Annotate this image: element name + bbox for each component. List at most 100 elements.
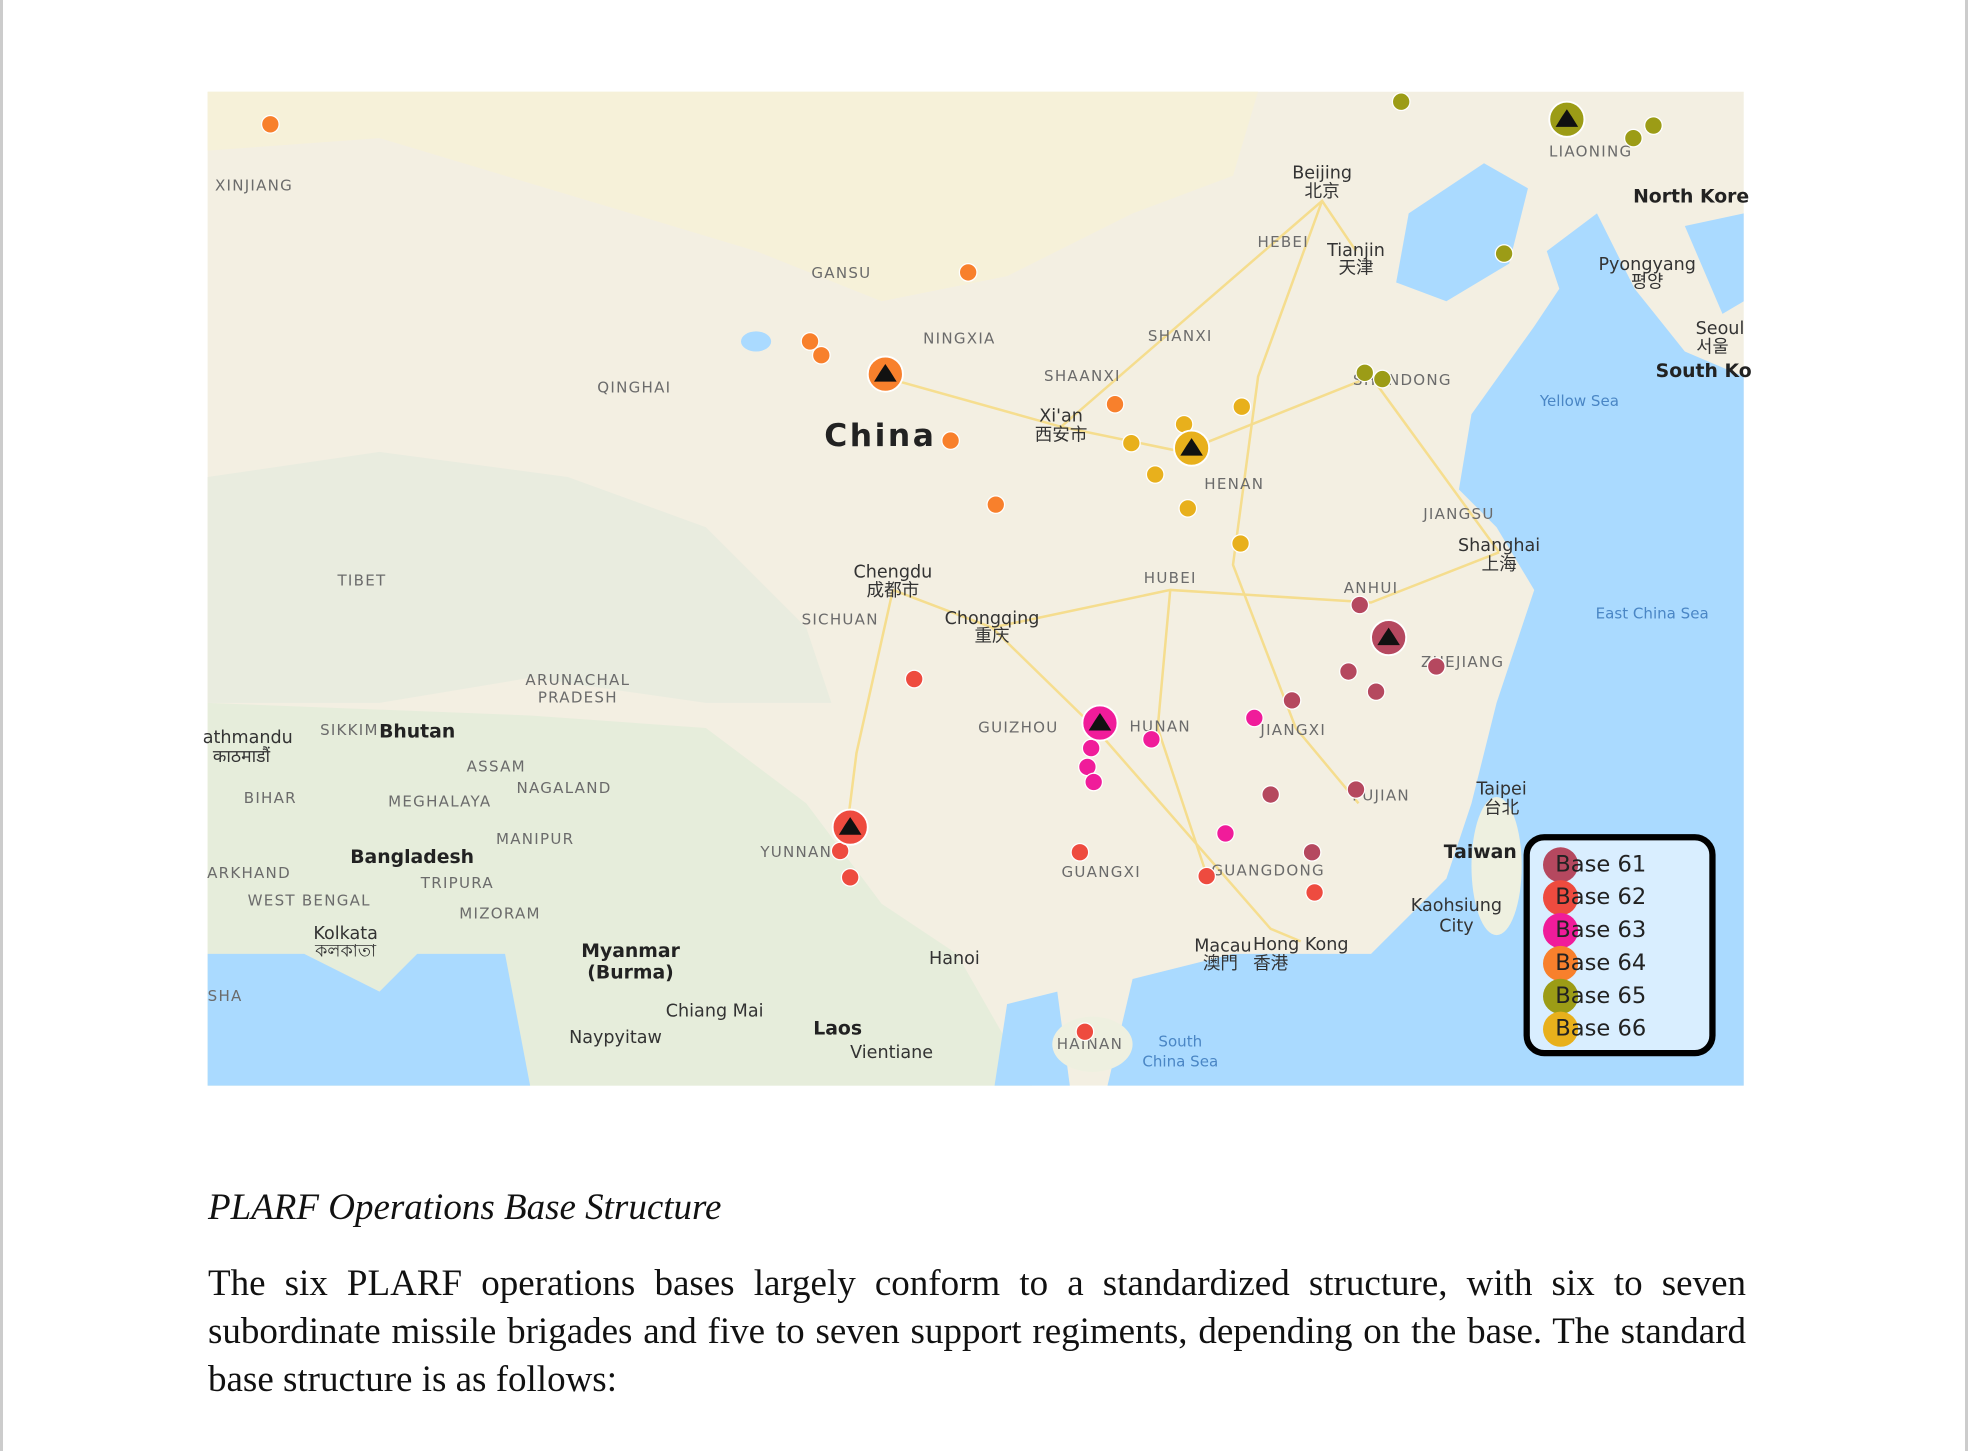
legend-label: Base 65 xyxy=(1555,983,1646,1009)
brigade-marker xyxy=(1623,128,1643,148)
map-label: 北京 xyxy=(1305,182,1340,202)
brigade-marker xyxy=(1391,92,1411,112)
map-label: Tianjin xyxy=(1326,241,1385,261)
brigade-marker xyxy=(1261,785,1281,804)
map-label: Hanoi xyxy=(929,949,980,969)
hq-icon xyxy=(874,364,897,382)
hq-icon xyxy=(1555,109,1579,127)
map-label: GANSU xyxy=(811,264,871,282)
map-label: 澳門 xyxy=(1203,954,1238,974)
brigade-marker xyxy=(958,262,978,282)
brigade-marker xyxy=(1081,738,1101,758)
map-label: Myanmar xyxy=(581,941,680,962)
map-label: HUNAN xyxy=(1129,717,1190,735)
map-label: Taipei xyxy=(1475,780,1526,800)
brigade-marker xyxy=(1197,866,1217,886)
brigade-marker xyxy=(1216,824,1235,843)
brigade-marker xyxy=(1070,842,1090,862)
map-label: ARKHAND xyxy=(207,864,291,882)
map-label: HENAN xyxy=(1204,475,1264,493)
map-label: BIHAR xyxy=(244,789,297,807)
brigade-marker xyxy=(1232,397,1252,417)
map-label: SIKKIM xyxy=(320,721,379,739)
map-label: GUANGDONG xyxy=(1211,862,1325,880)
legend-swatch xyxy=(1543,880,1579,916)
map-label: 上海 xyxy=(1482,555,1517,575)
map-label: SHANXI xyxy=(1148,327,1213,345)
map-label: XINJIANG xyxy=(215,176,293,194)
map-label: Seoul xyxy=(1696,319,1745,339)
map-label: North Kore xyxy=(1633,187,1749,208)
map-figure: XINJIANG GANSU NINGXIA QINGHAI China SHAANXI X… xyxy=(203,91,1752,1086)
legend-label: Base 63 xyxy=(1555,917,1646,943)
map-label: Laos xyxy=(813,1019,862,1040)
map-label: ASSAM xyxy=(467,757,526,775)
brigade-marker xyxy=(1302,842,1322,862)
brigade-marker xyxy=(1105,394,1125,414)
map-label: SHAANXI xyxy=(1044,367,1121,385)
hq-icon xyxy=(1180,438,1203,456)
map-label: HAINAN xyxy=(1057,1035,1123,1053)
map-label: FUJIAN xyxy=(1352,786,1410,804)
brigade-marker xyxy=(1178,498,1198,518)
brigade-marker xyxy=(1142,729,1161,749)
map-label: MANIPUR xyxy=(496,830,574,848)
map-label: NAGALAND xyxy=(516,779,611,797)
map-label: QINGHAI xyxy=(597,378,671,396)
map-label: কলকাতা xyxy=(314,941,377,961)
map-label: City xyxy=(1439,916,1473,936)
brigade-marker xyxy=(800,332,820,351)
map-label: Beijing xyxy=(1292,163,1352,183)
legend-label: Base 62 xyxy=(1555,884,1646,910)
map-label: ANHUI xyxy=(1344,579,1399,597)
map-label: 평양 xyxy=(1631,272,1663,292)
brigade-marker xyxy=(260,114,280,134)
hq-icon xyxy=(1088,712,1112,731)
map-label: Vientiane xyxy=(850,1043,933,1063)
brigade-marker xyxy=(941,431,961,451)
brigade-marker xyxy=(1426,657,1446,676)
map-base xyxy=(207,91,1744,1086)
map-label: Naypyitaw xyxy=(569,1028,662,1048)
map-label: HUBEI xyxy=(1144,569,1197,587)
map-label: LIAONING xyxy=(1549,142,1632,160)
brigade-marker xyxy=(1372,369,1392,389)
legend-swatch xyxy=(1543,913,1579,949)
caption: PLARF Operations Base Structure xyxy=(208,1187,722,1228)
brigade-marker xyxy=(1075,1022,1095,1042)
legend-label: Base 66 xyxy=(1555,1016,1646,1042)
map-label: Chiang Mai xyxy=(666,1002,764,1022)
legend-swatch xyxy=(1543,847,1579,883)
brigade-marker xyxy=(1282,690,1302,710)
map-label: athmandu xyxy=(203,728,293,748)
brigade-marker xyxy=(1121,433,1141,453)
brigade-marker xyxy=(1084,772,1104,792)
hq-icon xyxy=(1377,627,1400,646)
brigade-marker xyxy=(1145,465,1165,484)
map-label: MIZORAM xyxy=(459,904,540,922)
map-label: 香港 xyxy=(1253,954,1289,974)
paragraph: The six PLARF operations bases largely c… xyxy=(208,1263,1746,1400)
brigade-marker xyxy=(1350,595,1370,615)
map-label: South Ko xyxy=(1656,361,1752,382)
map-label: Hong Kong xyxy=(1253,935,1348,955)
map-label: East China Sea xyxy=(1596,604,1709,622)
legend-swatch xyxy=(1543,978,1579,1014)
map-label: JIANGSU xyxy=(1422,505,1494,523)
map-label: Shanghai xyxy=(1458,536,1540,556)
map-label: SHA xyxy=(208,987,243,1005)
map-label: 台北 xyxy=(1484,798,1520,818)
brigade-marker xyxy=(1355,363,1375,383)
brigade-marker xyxy=(986,495,1006,515)
legend-label: Base 64 xyxy=(1555,950,1646,976)
map-label: Chengdu xyxy=(853,562,932,582)
map-label: Bhutan xyxy=(379,721,455,742)
map-label: Kolkata xyxy=(313,924,378,944)
brigade-marker xyxy=(1305,883,1324,902)
map-label: Pyongyang xyxy=(1598,255,1695,275)
map-label: China xyxy=(824,418,936,454)
brigade-marker xyxy=(1244,708,1264,728)
map-label: 天津 xyxy=(1338,259,1373,279)
map-label: ARUNACHAL xyxy=(525,671,630,689)
